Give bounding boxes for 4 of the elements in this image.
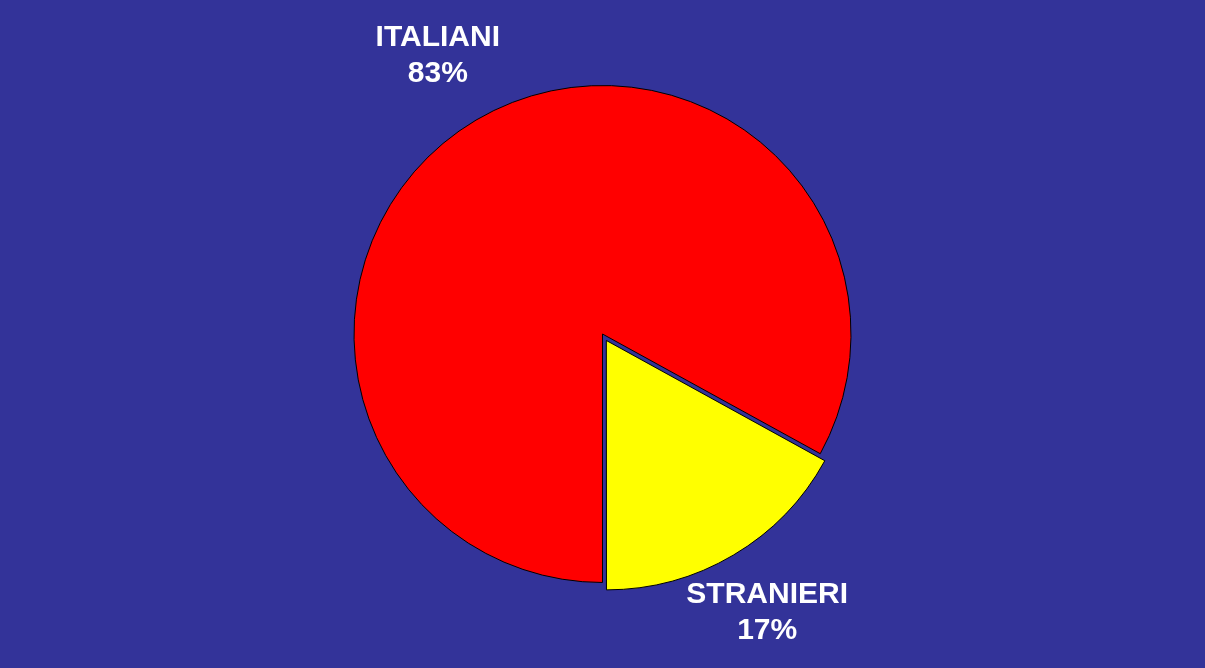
slice-label: STRANIERI xyxy=(686,575,849,609)
data-label: 17% xyxy=(737,611,798,645)
slice-label: ITALIANI xyxy=(375,18,501,52)
data-label: 83% xyxy=(407,54,468,88)
